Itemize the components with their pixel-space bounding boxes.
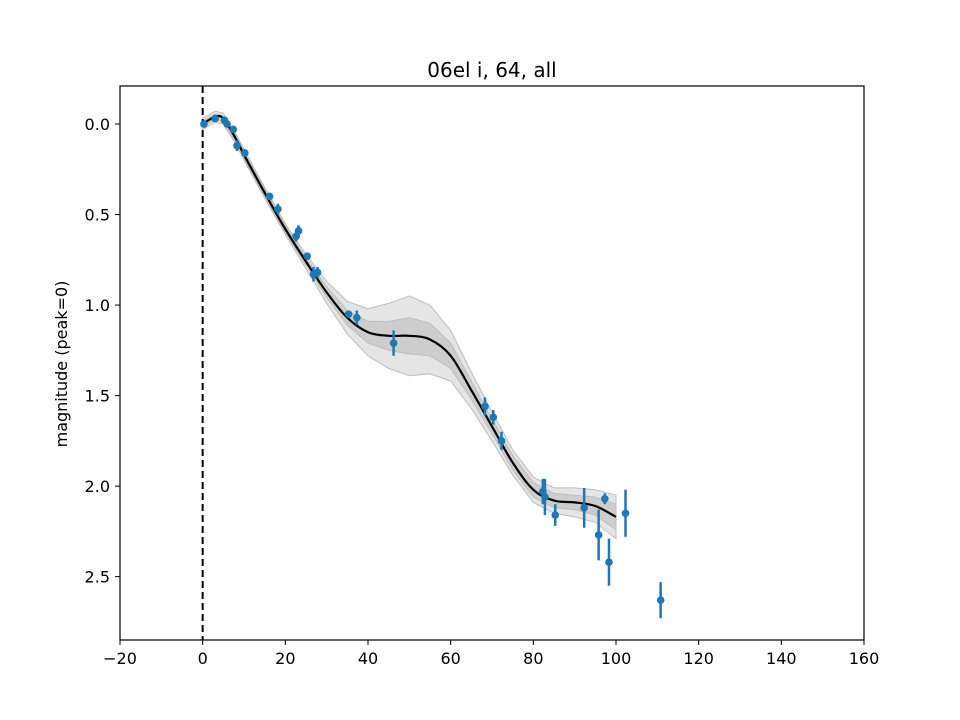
data-point (241, 149, 249, 157)
data-point (497, 437, 506, 445)
x-tick-label: 40 (358, 649, 378, 668)
fit-inner-band (202, 113, 617, 531)
data-point (274, 205, 282, 213)
y-tick-label: 2.5 (85, 568, 110, 587)
x-tick-label: 120 (683, 649, 714, 668)
data-point (656, 596, 665, 604)
data-point (229, 125, 238, 134)
y-tick-label: 0.5 (85, 206, 110, 225)
data-point (481, 402, 489, 411)
data-point (601, 494, 609, 503)
fit-line (202, 114, 617, 518)
y-axis-label: magnitude (peak=0) (52, 281, 71, 448)
data-point (489, 413, 498, 422)
x-tick-label: 20 (275, 649, 295, 668)
x-tick-label: 100 (601, 649, 632, 668)
y-tick-label: 0.0 (85, 115, 110, 134)
x-tick-label: −20 (103, 649, 137, 668)
data-point (294, 227, 303, 235)
data-point (594, 531, 603, 539)
data-point (621, 509, 630, 518)
plot-content (200, 86, 665, 640)
chart-title: 06el i, 64, all (427, 58, 556, 82)
data-point (353, 313, 361, 322)
plot-area (200, 86, 665, 640)
y-tick-label: 2.0 (85, 477, 110, 496)
x-tick-label: 140 (766, 649, 797, 668)
data-point (605, 558, 613, 566)
x-tick-label: 160 (849, 649, 880, 668)
x-tick-label: 80 (523, 649, 543, 668)
x-tick-label: 0 (198, 649, 208, 668)
data-point (223, 120, 231, 128)
data-point (580, 504, 588, 512)
y-tick-label: 1.0 (85, 296, 110, 315)
axes-frame (119, 85, 865, 641)
data-point (233, 141, 241, 150)
data-point (265, 192, 274, 201)
x-tick-label: 60 (440, 649, 460, 668)
y-tick-label: 1.5 (85, 387, 110, 406)
data-point (303, 252, 312, 260)
data-point (313, 268, 322, 277)
data-point (344, 310, 353, 318)
data-point (211, 114, 219, 123)
data-point (389, 339, 398, 347)
data-point (541, 493, 549, 501)
axes: −20 0 20 40 60 80 100 120 140 160 0.0 0.5 1.0 1.5 2.0 2… (85, 85, 880, 668)
data-point (551, 511, 560, 519)
data-point (200, 120, 208, 128)
